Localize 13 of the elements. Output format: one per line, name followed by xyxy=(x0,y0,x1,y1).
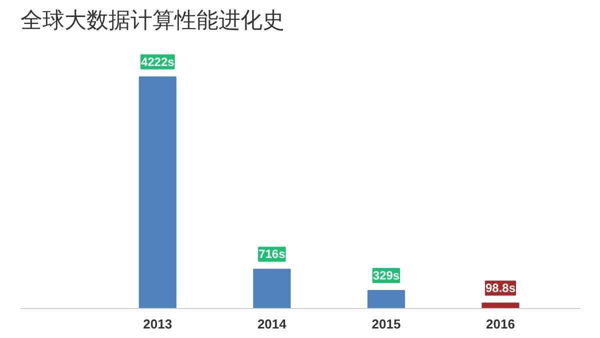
data-label: 98.8s xyxy=(485,281,516,296)
bar xyxy=(138,76,176,308)
chart-title: 全球大数据计算性能进化史 xyxy=(20,8,284,32)
data-label: 4222s xyxy=(140,54,175,69)
bar xyxy=(367,290,405,308)
data-label: 716s xyxy=(258,247,286,262)
x-tick-label: 2015 xyxy=(372,316,401,332)
x-tick-label: 2013 xyxy=(143,316,172,332)
data-label: 329s xyxy=(372,268,400,282)
x-tick-label: 2016 xyxy=(486,316,515,332)
bar xyxy=(253,268,291,308)
x-tick-label: 2014 xyxy=(257,316,288,332)
bar xyxy=(482,302,520,308)
